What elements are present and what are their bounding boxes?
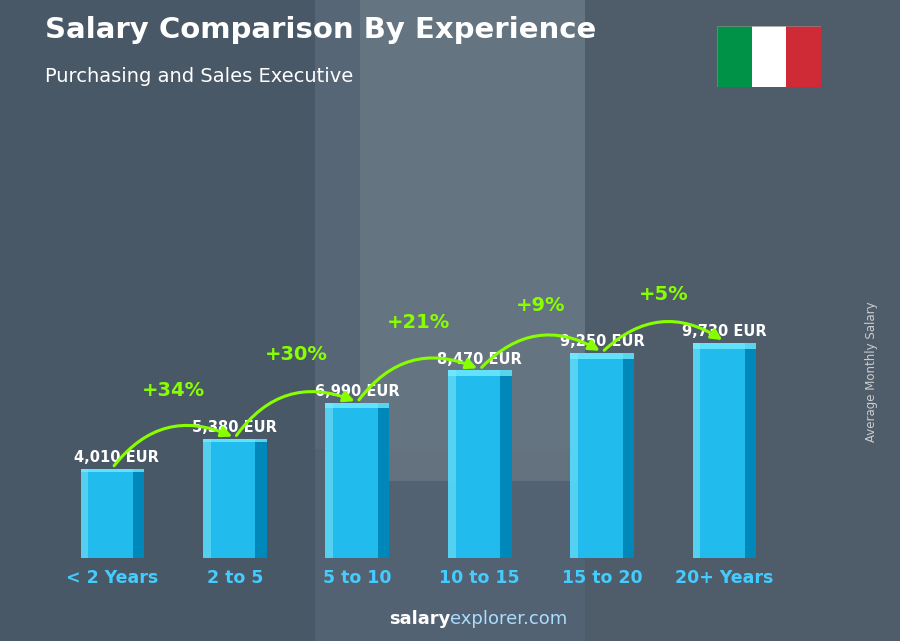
Bar xyxy=(571,353,578,558)
Text: 9,730 EUR: 9,730 EUR xyxy=(682,324,767,338)
Bar xyxy=(203,439,266,442)
Bar xyxy=(132,469,144,558)
Bar xyxy=(578,353,623,558)
Text: +30%: +30% xyxy=(265,345,328,365)
Text: salary: salary xyxy=(389,610,450,628)
Text: Salary Comparison By Experience: Salary Comparison By Experience xyxy=(45,16,596,44)
Bar xyxy=(326,403,333,558)
Bar xyxy=(787,26,821,87)
Bar xyxy=(571,353,634,360)
Bar xyxy=(717,26,752,87)
Text: 6,990 EUR: 6,990 EUR xyxy=(315,385,400,399)
Bar xyxy=(455,370,500,558)
Bar xyxy=(0,0,315,641)
Text: 8,470 EUR: 8,470 EUR xyxy=(437,352,522,367)
Text: +34%: +34% xyxy=(142,381,205,400)
Bar xyxy=(211,439,256,558)
Text: +21%: +21% xyxy=(387,313,450,332)
Bar xyxy=(360,0,585,481)
Text: Average Monthly Salary: Average Monthly Salary xyxy=(865,301,878,442)
Bar xyxy=(693,343,757,349)
Text: 5,380 EUR: 5,380 EUR xyxy=(193,420,277,435)
Bar xyxy=(745,343,757,558)
Bar xyxy=(326,403,389,408)
Bar xyxy=(315,0,585,449)
Text: 4,010 EUR: 4,010 EUR xyxy=(75,450,159,465)
Bar xyxy=(623,353,634,558)
Bar xyxy=(203,439,211,558)
Text: 9,250 EUR: 9,250 EUR xyxy=(560,335,644,349)
Bar xyxy=(448,370,511,376)
Bar xyxy=(256,439,266,558)
Bar xyxy=(80,469,144,472)
Bar xyxy=(315,0,900,641)
Text: +9%: +9% xyxy=(517,296,566,315)
Bar xyxy=(448,370,455,558)
Bar xyxy=(585,0,900,641)
Text: explorer.com: explorer.com xyxy=(450,610,567,628)
Bar xyxy=(333,403,378,558)
Text: Purchasing and Sales Executive: Purchasing and Sales Executive xyxy=(45,67,353,87)
Bar xyxy=(700,343,745,558)
Bar xyxy=(80,469,88,558)
Bar xyxy=(378,403,389,558)
Text: +5%: +5% xyxy=(639,285,688,304)
Bar xyxy=(500,370,511,558)
Bar xyxy=(88,469,132,558)
Bar xyxy=(693,343,700,558)
Bar xyxy=(752,26,787,87)
